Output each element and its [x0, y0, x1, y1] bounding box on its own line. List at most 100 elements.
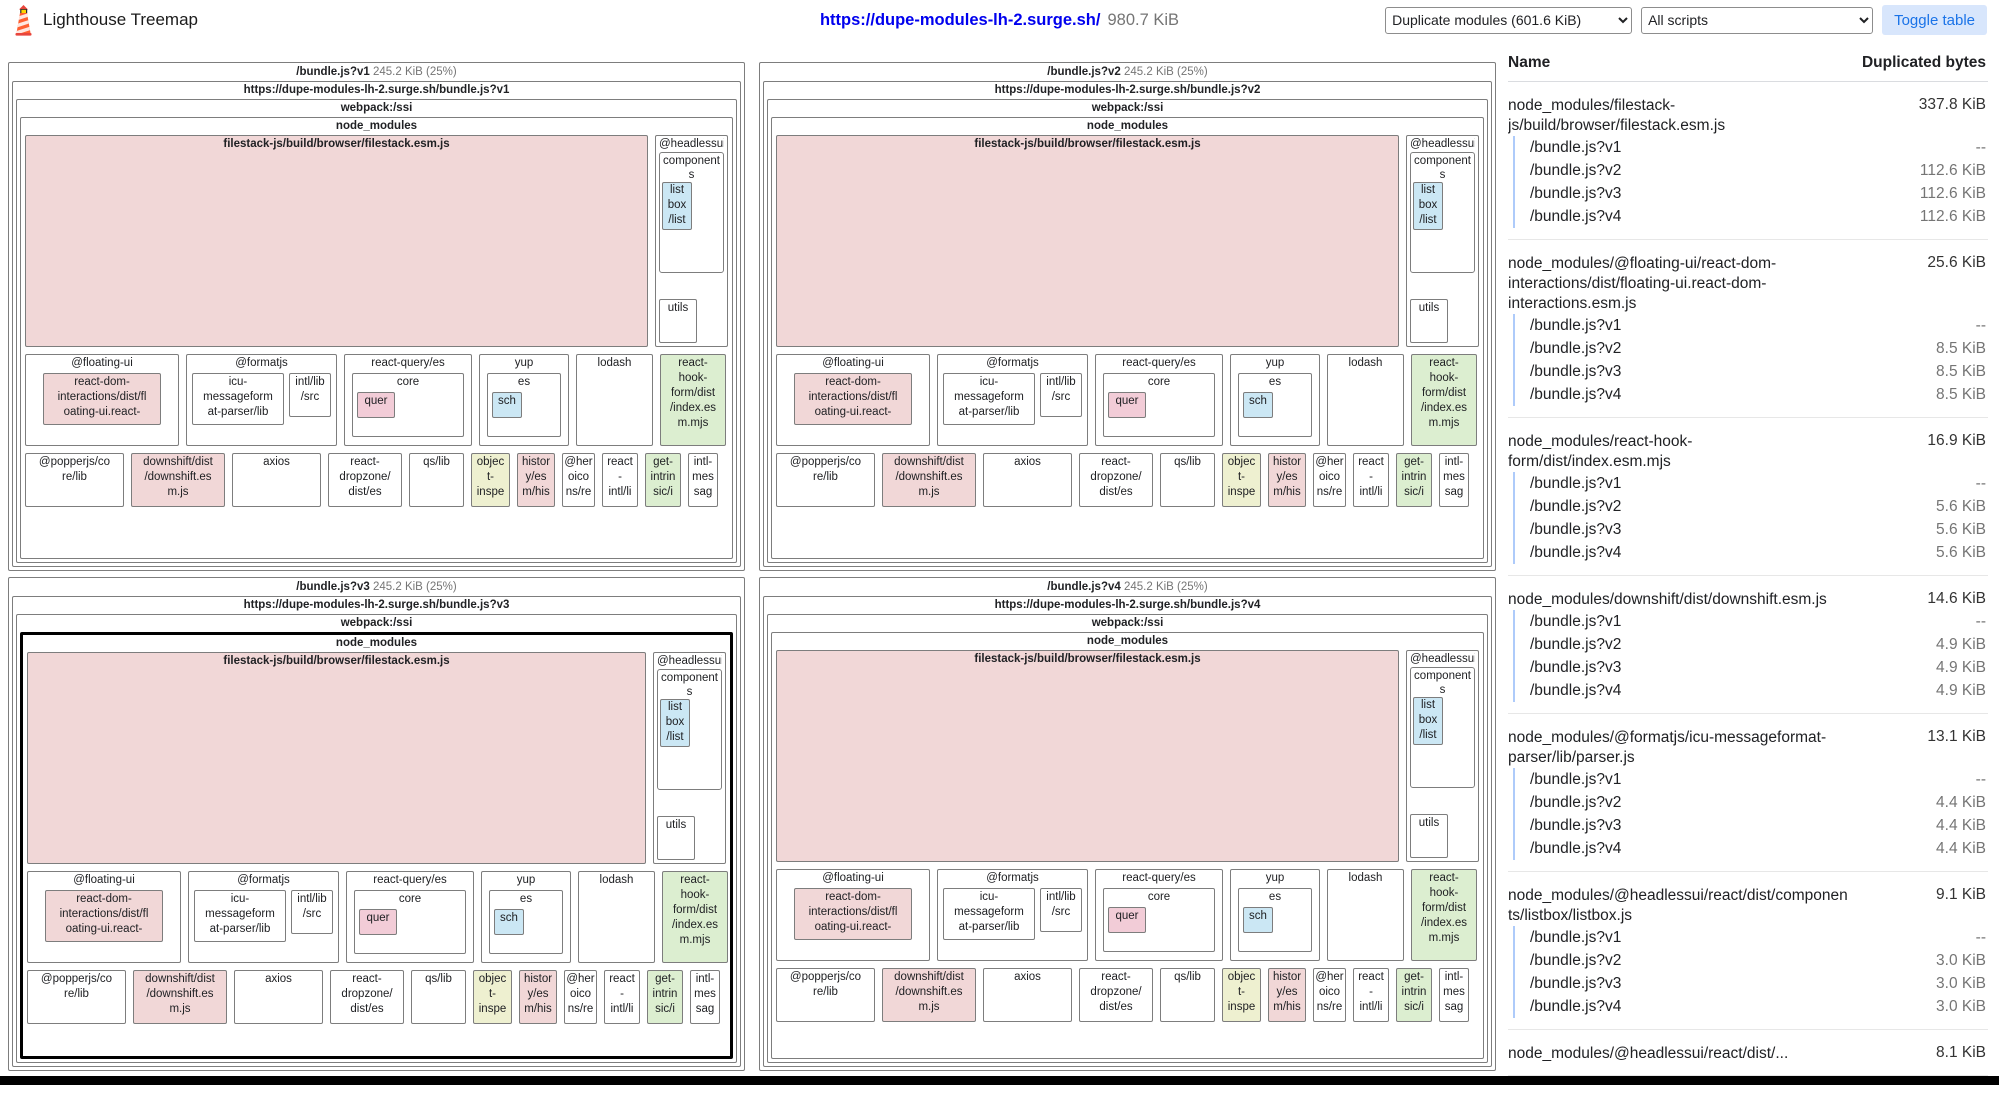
utils-node[interactable]: utils	[657, 816, 695, 860]
module-node[interactable]: @formatjs icu- messageform at-parser/lib i…	[937, 354, 1088, 446]
module-node[interactable]: @formatjs icu- messageform at-parser/lib i…	[186, 354, 337, 446]
module-node[interactable]: downshift/dist /downshift.es m.js	[882, 453, 976, 507]
treemap-panel[interactable]: /bundle.js?v2 245.2 KiB (25%) https://dup…	[759, 62, 1496, 571]
module-node[interactable]: @popperjs/co re/lib	[25, 453, 124, 507]
module-node[interactable]: react-query/es core quer	[1095, 354, 1223, 446]
headless-column[interactable]: @headlessui components list box /list utils	[653, 652, 726, 864]
url-node[interactable]: https://dupe-modules-lh-2.surge.sh/bundl…	[12, 596, 741, 1067]
headless-column[interactable]: @headlessui components list box /list utils	[1406, 650, 1479, 862]
module-node[interactable]: axios	[983, 968, 1072, 1022]
components-node[interactable]: components list box /list	[1410, 667, 1475, 789]
module-node[interactable]: sch	[1243, 392, 1273, 418]
module-node[interactable]: es sch	[489, 890, 563, 954]
module-node[interactable]: sch	[492, 392, 522, 418]
module-node[interactable]: @floating-ui react-dom- interactions/dist…	[25, 354, 179, 446]
module-node[interactable]: @popperjs/co re/lib	[27, 970, 126, 1024]
listbox-node[interactable]: list box /list	[662, 182, 692, 230]
module-node[interactable]: downshift/dist /downshift.es m.js	[133, 970, 227, 1024]
module-node[interactable]: icu- messageform at-parser/lib	[194, 890, 286, 942]
module-node[interactable]: quer	[1108, 392, 1146, 418]
utils-node[interactable]: utils	[659, 299, 697, 343]
module-node[interactable]: react- hook- form/dist /index.es m.mjs	[1411, 869, 1477, 961]
module-node[interactable]: axios	[232, 453, 321, 507]
url-node[interactable]: https://dupe-modules-lh-2.surge.sh/bundl…	[12, 81, 741, 567]
module-node[interactable]: icu- messageform at-parser/lib	[943, 888, 1035, 940]
module-node[interactable]: core quer	[354, 890, 466, 954]
module-node[interactable]: react-dom- interactions/dist/fl oating-u…	[794, 888, 912, 940]
module-node[interactable]: react- dropzone/ dist/es	[1079, 968, 1153, 1022]
module-node[interactable]: qs/lib	[411, 970, 466, 1024]
listbox-node[interactable]: list box /list	[1413, 697, 1443, 745]
module-node[interactable]: axios	[234, 970, 323, 1024]
headless-column[interactable]: @headlessui components list box /list utils	[655, 135, 728, 347]
module-node[interactable]: @her oico ns/re	[564, 970, 597, 1024]
module-node[interactable]: intl- mes sag	[1439, 453, 1469, 507]
module-node[interactable]: @her oico ns/re	[1313, 453, 1346, 507]
module-node[interactable]: qs/lib	[409, 453, 464, 507]
module-node[interactable]: lodash	[576, 354, 653, 446]
module-node[interactable]: core quer	[1103, 373, 1215, 437]
module-node[interactable]: @popperjs/co re/lib	[776, 968, 875, 1022]
utils-node[interactable]: utils	[1410, 299, 1448, 343]
module-node[interactable]: downshift/dist /downshift.es m.js	[882, 968, 976, 1022]
filestack-node[interactable]: filestack-js/build/browser/filestack.esm…	[27, 652, 646, 864]
module-node[interactable]: histor y/es m/his	[1268, 968, 1306, 1022]
module-node[interactable]: react-query/es core quer	[344, 354, 472, 446]
module-node[interactable]: objec t- inspe	[1222, 968, 1261, 1022]
module-node[interactable]: qs/lib	[1160, 453, 1215, 507]
module-node[interactable]: yup es sch	[1230, 869, 1320, 961]
module-node[interactable]: lodash	[1327, 354, 1404, 446]
module-node[interactable]: intl/lib /src	[1040, 373, 1082, 417]
module-node[interactable]: objec t- inspe	[1222, 453, 1261, 507]
module-node[interactable]: yup es sch	[479, 354, 569, 446]
module-node[interactable]: get- intrin sic/i	[645, 453, 681, 507]
page-url-link[interactable]: https://dupe-modules-lh-2.surge.sh/	[819, 10, 1101, 29]
node-modules-node[interactable]: node_modules filestack-js/build/browser/f…	[20, 117, 733, 559]
module-node[interactable]: objec t- inspe	[473, 970, 512, 1024]
webpack-node[interactable]: webpack:/ssi node_modules filestack-js/bui…	[16, 99, 737, 563]
module-node[interactable]: @popperjs/co re/lib	[776, 453, 875, 507]
headless-column[interactable]: @headlessui components list box /list utils	[1406, 135, 1479, 347]
module-node[interactable]: react-dom- interactions/dist/fl oating-u…	[45, 890, 163, 942]
listbox-node[interactable]: list box /list	[1413, 182, 1443, 230]
module-node[interactable]: icu- messageform at-parser/lib	[943, 373, 1035, 425]
module-node[interactable]: @floating-ui react-dom- interactions/dist…	[776, 869, 930, 961]
filestack-node[interactable]: filestack-js/build/browser/filestack.esm…	[25, 135, 648, 347]
module-node[interactable]: histor y/es m/his	[519, 970, 557, 1024]
module-node[interactable]: downshift/dist /downshift.es m.js	[131, 453, 225, 507]
node-modules-node[interactable]: node_modules filestack-js/build/browser/f…	[771, 117, 1484, 559]
listbox-node[interactable]: list box /list	[660, 699, 690, 747]
module-node[interactable]: react - intl/li	[602, 453, 638, 507]
module-node[interactable]: intl/lib /src	[291, 890, 333, 934]
module-node[interactable]: intl/lib /src	[1040, 888, 1082, 932]
module-node[interactable]: @floating-ui react-dom- interactions/dist…	[27, 871, 181, 963]
module-node[interactable]: qs/lib	[1160, 968, 1215, 1022]
components-node[interactable]: components list box /list	[1410, 152, 1475, 274]
url-node[interactable]: https://dupe-modules-lh-2.surge.sh/bundl…	[763, 596, 1492, 1067]
module-node[interactable]: @formatjs icu- messageform at-parser/lib i…	[188, 871, 339, 963]
duplication-table[interactable]: Name Duplicated bytes node_modules/files…	[1508, 46, 1988, 1096]
module-node[interactable]: get- intrin sic/i	[1396, 453, 1432, 507]
module-node[interactable]: @floating-ui react-dom- interactions/dist…	[776, 354, 930, 446]
node-modules-node[interactable]: node_modules filestack-js/build/browser/f…	[771, 632, 1484, 1059]
module-node[interactable]: es sch	[487, 373, 561, 437]
toggle-table-button[interactable]: Toggle table	[1882, 5, 1987, 35]
module-node[interactable]: get- intrin sic/i	[647, 970, 683, 1024]
module-node[interactable]: es sch	[1238, 888, 1312, 952]
module-node[interactable]: lodash	[1327, 869, 1404, 961]
module-node[interactable]: react - intl/li	[604, 970, 640, 1024]
module-node[interactable]: @formatjs icu- messageform at-parser/lib i…	[937, 869, 1088, 961]
module-node[interactable]: histor y/es m/his	[517, 453, 555, 507]
module-node[interactable]: sch	[494, 909, 524, 935]
module-node[interactable]: react - intl/li	[1353, 968, 1389, 1022]
module-node[interactable]: yup es sch	[481, 871, 571, 963]
module-node[interactable]: react- hook- form/dist /index.es m.mjs	[660, 354, 726, 446]
treemap-panel[interactable]: /bundle.js?v4 245.2 KiB (25%) https://dup…	[759, 577, 1496, 1071]
module-node[interactable]: sch	[1243, 907, 1273, 933]
utils-node[interactable]: utils	[1410, 814, 1448, 858]
module-node[interactable]: quer	[357, 392, 395, 418]
filestack-node[interactable]: filestack-js/build/browser/filestack.esm…	[776, 650, 1399, 862]
module-node[interactable]: react-query/es core quer	[1095, 869, 1223, 961]
module-node[interactable]: icu- messageform at-parser/lib	[192, 373, 284, 425]
webpack-node[interactable]: webpack:/ssi node_modules filestack-js/bui…	[16, 614, 737, 1063]
